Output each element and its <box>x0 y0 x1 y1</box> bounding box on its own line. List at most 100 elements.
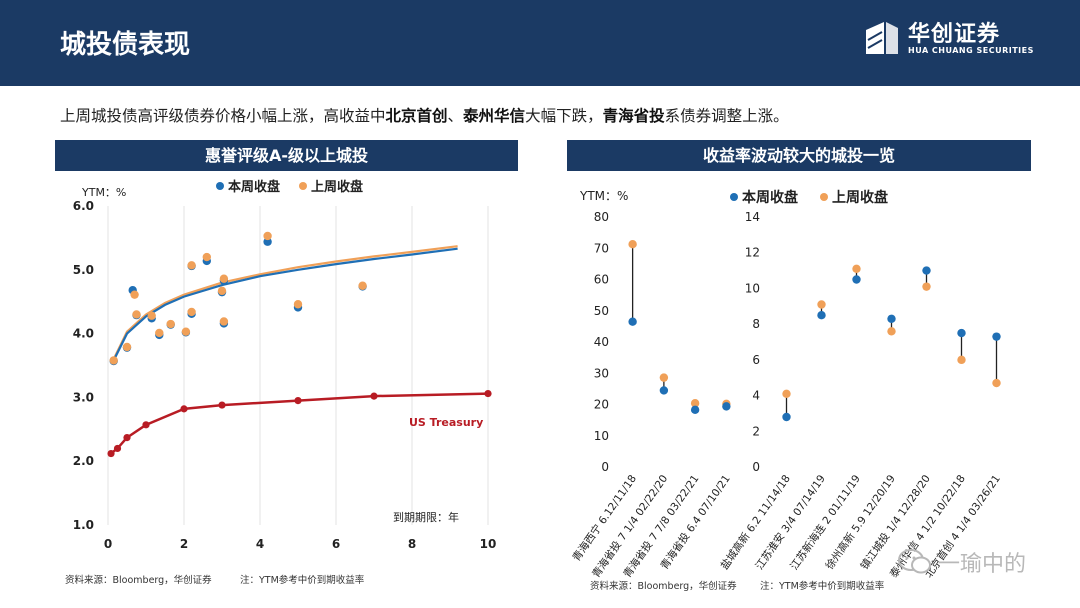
y-tick-label: 4 <box>752 389 760 403</box>
legend-last-week-label: 上周收盘 <box>832 189 888 206</box>
category-label: 江苏淮安 3/4 07/14/19 <box>753 472 828 572</box>
this-week-point <box>817 311 826 320</box>
x-tick-label: 6 <box>332 537 340 551</box>
logo-mark-icon <box>866 22 898 54</box>
last-week-point <box>293 300 303 309</box>
legend-last-week-marker <box>299 182 307 190</box>
summary-bold: 北京首创 <box>385 107 448 125</box>
category-label: 盐城高新 6.2 11/14/18 <box>718 472 793 572</box>
y-tick-label: 6 <box>752 353 760 367</box>
this-week-point <box>852 275 861 284</box>
y-tick-label: 2 <box>752 424 760 438</box>
this-week-point <box>628 317 637 326</box>
this-week-point <box>887 314 896 323</box>
legend-last-week-label: 上周收盘 <box>311 179 363 195</box>
summary-part: 、 <box>447 107 464 125</box>
y-tick-label: 10 <box>745 281 760 295</box>
y-tick-label: 2.0 <box>73 454 94 468</box>
last-week-point <box>887 327 896 336</box>
right-ytm-note: 注：YTM参考中价到期收益率 <box>760 581 885 592</box>
last-week-point <box>147 311 156 320</box>
y-tick-label: 30 <box>594 366 609 380</box>
last-week-point <box>782 389 791 398</box>
header-bar: 城投债表现 华创证券 HUA CHUANG SECURITIES <box>0 0 1080 86</box>
last-week-point <box>852 264 861 273</box>
company-logo: 华创证券 HUA CHUANG SECURITIES <box>862 18 1034 62</box>
last-week-point <box>155 328 164 338</box>
y-tick-label: 80 <box>594 210 609 224</box>
wechat-icon <box>898 549 931 574</box>
y-tick-label: 40 <box>594 335 609 349</box>
category-label: 徐州高新 5.9 12/20/19 <box>823 472 898 572</box>
y-tick-label: 3.0 <box>73 390 94 404</box>
legend-last-week-marker <box>820 193 828 201</box>
last-week-point <box>187 261 196 270</box>
last-week-point <box>659 373 669 382</box>
this-week-point <box>690 405 700 415</box>
summary-part: 系债券调整上涨。 <box>664 107 789 125</box>
this-week-point <box>957 328 966 338</box>
this-week-fit-curve <box>112 247 458 361</box>
x-axis-label: 到期期限：年 <box>393 510 459 524</box>
summary-part: 大幅下跌， <box>525 107 603 125</box>
y-axis-label: YTM：% <box>81 186 126 199</box>
us-treasury-point <box>123 433 131 442</box>
y-tick-label: 20 <box>594 398 609 412</box>
us-treasury-point <box>484 389 492 398</box>
last-week-point <box>202 252 211 262</box>
x-tick-label: 8 <box>408 537 416 551</box>
last-week-point <box>219 274 229 283</box>
y-tick-label: 60 <box>594 273 609 287</box>
last-week-point <box>217 286 227 296</box>
last-week-point <box>263 231 272 241</box>
last-week-point <box>358 281 367 290</box>
y-tick-label: 0 <box>752 460 760 474</box>
summary-bold: 青海省投 <box>602 107 665 125</box>
right-panel-title: 收益率波动较大的城投一览 <box>567 140 1031 171</box>
us-treasury-label: US Treasury <box>409 416 483 429</box>
y-tick-label: 4.0 <box>73 327 94 341</box>
legend-this-week-marker <box>730 193 738 201</box>
y-tick-label: 6.0 <box>73 199 94 213</box>
last-week-point <box>109 356 118 365</box>
us-treasury-point <box>107 449 115 458</box>
y-tick-label: 14 <box>745 210 760 224</box>
y-tick-label: 1.0 <box>73 518 94 532</box>
this-week-point <box>263 237 272 246</box>
summary-bold: 泰州华信 <box>463 107 526 125</box>
x-tick-label: 4 <box>256 537 264 551</box>
legend-this-week-label: 本周收盘 <box>228 179 280 195</box>
legend-this-week-label: 本周收盘 <box>742 189 798 206</box>
us-treasury-point <box>180 405 188 413</box>
logo-chinese-name: 华创证券 <box>908 22 1001 47</box>
category-label: 江苏新海连 2 01/11/19 <box>787 472 862 572</box>
this-week-point <box>782 412 791 422</box>
y-axis-label: YTM：% <box>579 189 628 203</box>
this-week-point <box>992 332 1001 341</box>
us-treasury-point <box>294 396 302 405</box>
watermark-text: 一瑜中的 <box>938 552 1027 577</box>
last-week-fit-curve <box>112 245 458 360</box>
y-tick-label: 0 <box>601 460 609 474</box>
x-tick-label: 0 <box>104 537 112 551</box>
last-week-point <box>181 327 191 336</box>
last-week-point <box>187 307 196 317</box>
y-tick-label: 10 <box>594 429 609 443</box>
left-panel-title: 惠誉评级A-级以上城投 <box>55 140 518 171</box>
last-week-point <box>122 342 132 352</box>
last-week-point <box>130 290 139 299</box>
summary-text: 上周城投债高评级债券价格小幅上涨，高收益中北京首创、泰州华信大幅下跌，青海省投系… <box>60 104 789 126</box>
summary-part: 上周城投债高评级债券价格小幅上涨，高收益中 <box>60 107 386 125</box>
logo-english-name: HUA CHUANG SECURITIES <box>908 46 1034 55</box>
y-tick-label: 50 <box>594 304 609 318</box>
y-tick-label: 70 <box>594 241 609 255</box>
right-source-note: 资料来源：Bloomberg，华创证券 <box>590 581 737 592</box>
us-treasury-point <box>142 421 150 429</box>
this-week-point <box>659 386 669 395</box>
last-week-point <box>817 300 826 309</box>
last-week-point <box>219 317 229 326</box>
us-treasury-point <box>218 401 226 409</box>
this-week-point <box>722 402 731 411</box>
